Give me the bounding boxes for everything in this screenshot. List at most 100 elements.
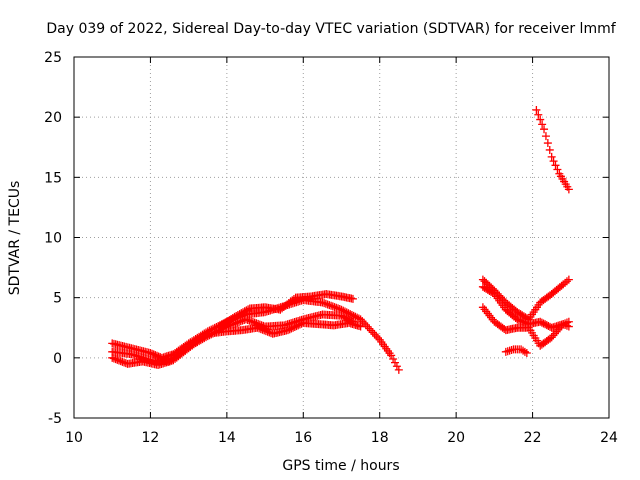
data-point <box>118 357 127 366</box>
data-point <box>245 316 254 325</box>
data-point <box>532 105 541 114</box>
data-point <box>334 304 343 313</box>
data-point <box>394 365 403 374</box>
data-point <box>540 125 549 134</box>
x-axis-label: GPS time / hours <box>282 458 399 474</box>
y-tick-label: 15 <box>44 170 62 186</box>
data-point <box>325 301 334 310</box>
x-tick-label: 14 <box>218 430 236 446</box>
data-point <box>244 305 253 314</box>
data-point <box>323 300 332 309</box>
data-point <box>285 325 294 334</box>
data-point <box>289 295 298 304</box>
y-tick-label: 25 <box>44 50 62 66</box>
data-point <box>360 319 369 328</box>
y-tick-label: -5 <box>48 411 62 427</box>
data-point <box>520 347 529 356</box>
data-point <box>320 299 329 308</box>
data-point <box>356 315 365 324</box>
data-point <box>534 110 543 119</box>
data-point <box>545 145 554 154</box>
data-point <box>111 355 120 364</box>
data-point <box>561 320 570 329</box>
data-point <box>547 152 556 161</box>
data-point <box>253 323 262 332</box>
data-point <box>321 299 330 308</box>
data-point <box>263 327 272 336</box>
data-point <box>108 353 117 362</box>
data-point <box>392 362 401 371</box>
data-point <box>351 312 360 321</box>
x-tick-label: 10 <box>65 430 83 446</box>
data-point <box>116 357 125 366</box>
data-point <box>235 317 244 326</box>
data-point <box>368 328 377 337</box>
data-point <box>109 354 118 363</box>
x-tick-label: 20 <box>447 430 465 446</box>
data-point <box>328 302 337 311</box>
data-point <box>294 321 303 330</box>
data-point <box>522 349 531 358</box>
data-point <box>551 161 560 170</box>
data-point <box>242 306 251 315</box>
data-point <box>235 310 244 319</box>
data-point <box>549 157 558 166</box>
data-point <box>564 185 573 194</box>
data-point <box>295 320 304 329</box>
data-point <box>258 325 267 334</box>
data-point <box>332 303 341 312</box>
x-tick-label: 24 <box>600 430 618 446</box>
data-point <box>247 317 256 326</box>
data-point <box>255 324 264 333</box>
y-tick-label: 10 <box>44 231 62 247</box>
data-point <box>327 301 336 310</box>
data-point <box>541 132 550 141</box>
data-point <box>318 298 327 307</box>
data-point <box>120 358 129 367</box>
y-tick-label: 20 <box>44 110 62 126</box>
data-point <box>236 317 245 326</box>
chart-title: Day 039 of 2022, Sidereal Day-to-day VTE… <box>46 21 616 37</box>
data-point <box>367 326 376 335</box>
data-point <box>559 320 568 329</box>
y-tick-label: 0 <box>53 351 62 367</box>
data-point <box>289 323 298 332</box>
data-point <box>373 333 382 342</box>
data-point <box>231 319 240 328</box>
data-point <box>265 328 274 337</box>
data-point <box>229 319 238 328</box>
data-point <box>115 356 124 365</box>
data-point <box>372 332 381 341</box>
data-point <box>389 355 398 364</box>
data-point <box>233 318 242 327</box>
data-point <box>387 351 396 360</box>
data-point <box>370 330 379 339</box>
x-tick-label: 22 <box>524 430 542 446</box>
axis-ticks: 10 12 14 16 18 20 22 24 -5 0 5 10 15 20 25 <box>44 50 618 446</box>
data-point <box>290 322 299 331</box>
data-point <box>260 326 269 335</box>
data-point <box>232 311 241 320</box>
data-point <box>241 315 250 324</box>
data-point <box>254 319 263 328</box>
x-tick-label: 16 <box>294 430 312 446</box>
data-point <box>330 303 339 312</box>
data-point <box>238 316 247 325</box>
data-point <box>353 313 362 322</box>
data-point <box>238 308 247 317</box>
data-point <box>564 322 573 331</box>
data-point <box>349 311 358 320</box>
data-points <box>108 105 573 374</box>
data-point <box>292 322 301 331</box>
data-point <box>287 324 296 333</box>
y-axis-label: SDTVAR / TECUs <box>7 181 23 296</box>
data-point <box>202 331 211 340</box>
x-tick-label: 12 <box>142 430 160 446</box>
data-point <box>243 315 252 324</box>
data-point <box>252 319 261 328</box>
data-point <box>230 312 239 321</box>
data-point <box>240 307 249 316</box>
data-point <box>363 322 372 331</box>
data-point <box>361 320 370 329</box>
